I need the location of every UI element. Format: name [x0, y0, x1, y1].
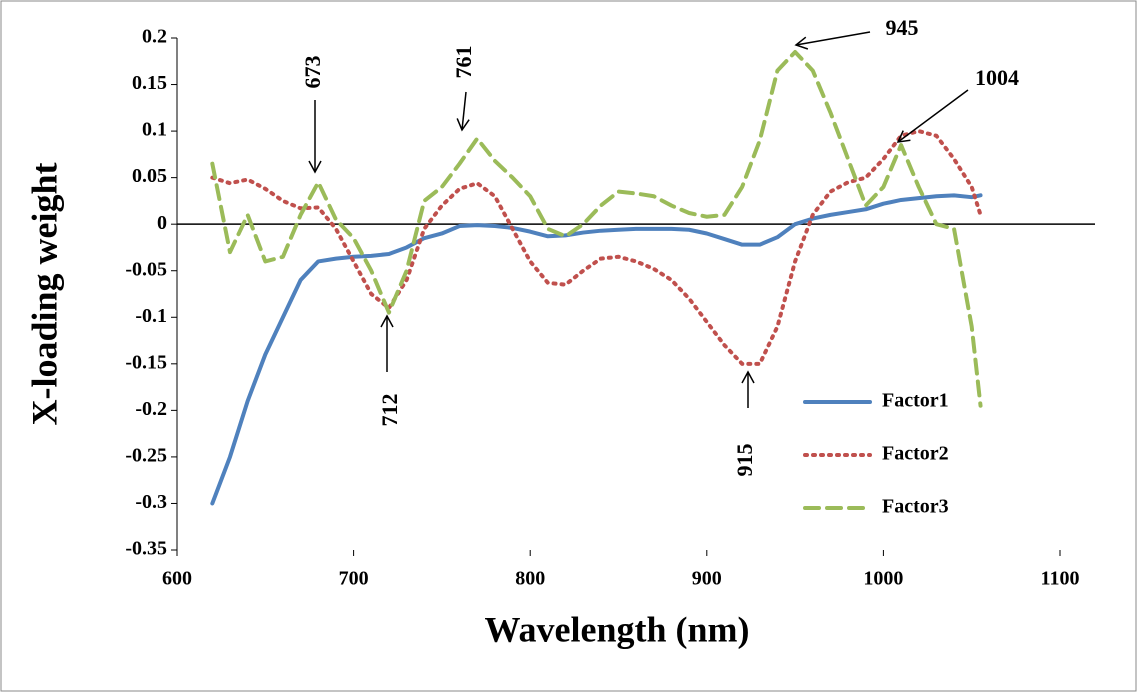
x-tick-label: 600 [162, 568, 192, 590]
annotation-arrow [794, 31, 871, 50]
annotation-arrow [896, 89, 969, 143]
y-tick-label: -0.1 [135, 305, 167, 327]
x-axis-title: Wavelength (nm) [485, 609, 750, 649]
annotation: 945 [886, 15, 919, 40]
y-tick-label: 0.2 [142, 26, 167, 48]
x-tick-label: 800 [515, 568, 545, 590]
annotation: 761 [451, 46, 476, 79]
x-tick-label: 700 [339, 568, 369, 590]
y-tick-label: -0.05 [125, 258, 167, 280]
y-tick-label: 0.15 [132, 72, 167, 94]
series-line [210, 129, 983, 366]
y-tick-label: -0.25 [125, 445, 167, 467]
y-tick-label: 0.1 [142, 119, 167, 141]
y-tick-label: -0.15 [125, 351, 167, 373]
series-line [210, 193, 983, 506]
annotation: 915 [732, 444, 757, 477]
y-tick-label: 0 [157, 212, 167, 234]
legend-label: Factor3 [882, 496, 949, 518]
legend-label: Factor1 [882, 390, 949, 412]
y-axis-title: X-loading weight [24, 162, 64, 425]
x-tick-label: 900 [692, 568, 722, 590]
y-tick-label: 0.05 [132, 165, 167, 187]
x-tick-label: 1000 [863, 568, 903, 590]
y-tick-label: -0.2 [135, 398, 167, 420]
y-tick-label: -0.35 [125, 538, 167, 560]
annotation: 1004 [975, 65, 1019, 90]
annotation: 673 [300, 56, 325, 89]
x-tick-label: 1100 [1041, 568, 1080, 590]
legend-label: Factor2 [882, 443, 949, 465]
annotation-arrow [456, 91, 470, 132]
series-line [210, 49, 983, 408]
annotation: 712 [377, 394, 402, 427]
y-tick-label: -0.3 [135, 491, 167, 513]
